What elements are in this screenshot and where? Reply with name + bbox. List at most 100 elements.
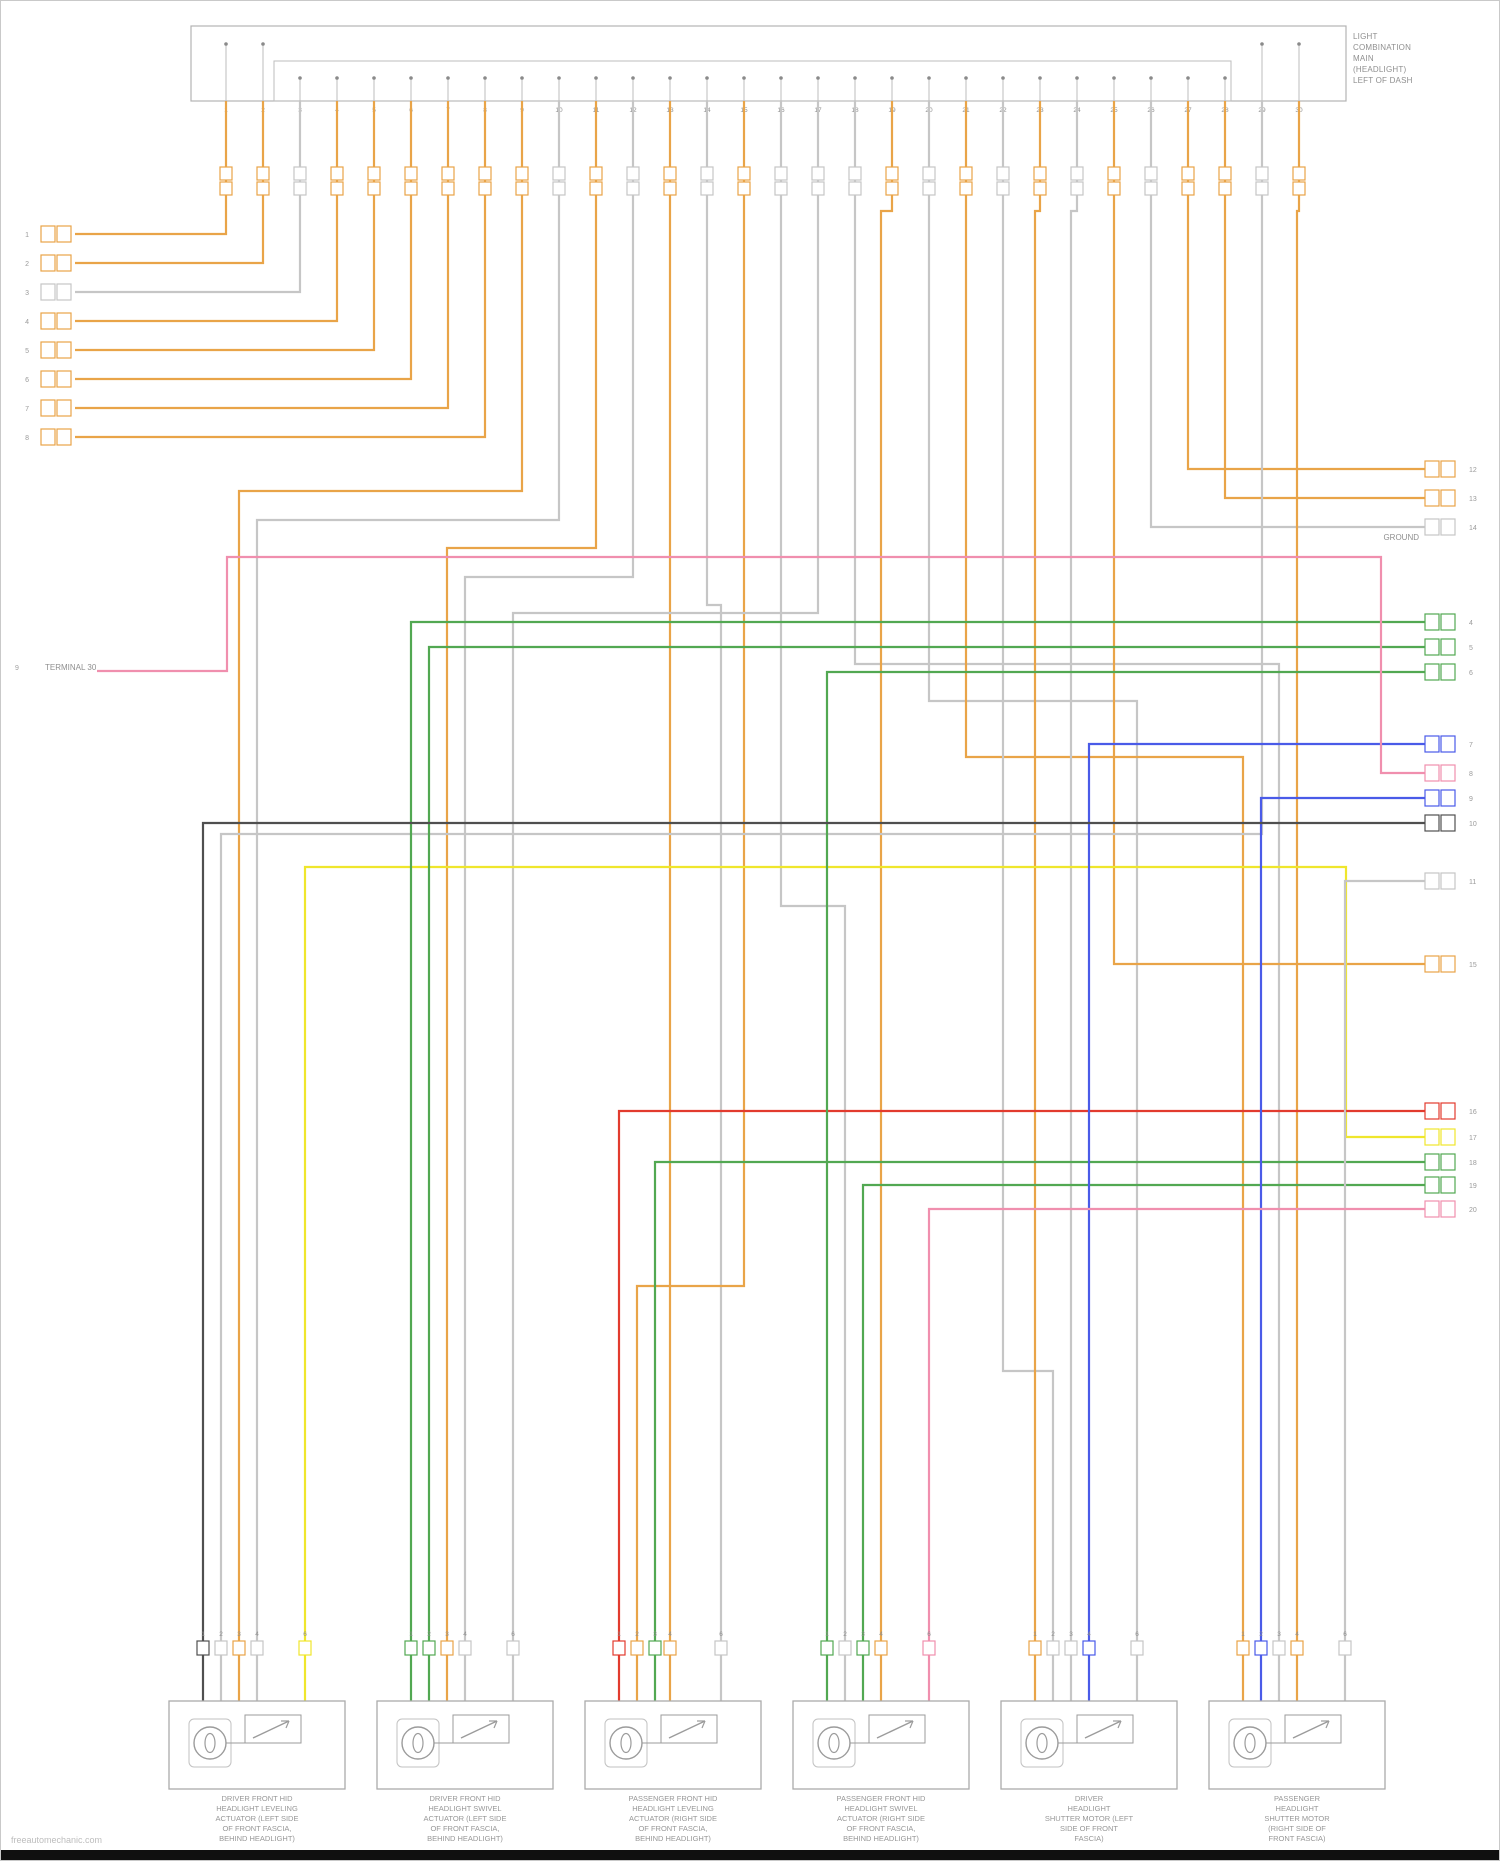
right-pin-connector xyxy=(1440,518,1456,536)
component-pin-connector xyxy=(1236,1640,1250,1656)
inline-connector xyxy=(1218,166,1232,181)
right-pin-number: 11 xyxy=(1469,879,1476,886)
inline-connector xyxy=(515,166,529,181)
inline-connector xyxy=(1144,181,1158,196)
component-pin-connector xyxy=(663,1640,677,1656)
top-pin-junction xyxy=(557,76,561,80)
component-pin-connector xyxy=(612,1640,626,1656)
inline-connector xyxy=(626,181,640,196)
component-pin-number: 3 xyxy=(445,1631,449,1638)
component-box xyxy=(376,1700,554,1790)
inline-connector xyxy=(737,181,751,196)
left-pin-connector xyxy=(40,312,56,330)
right-pin-connector xyxy=(1440,1200,1456,1218)
motor-rotor xyxy=(1036,1732,1048,1754)
wire-or xyxy=(75,101,228,236)
right-pin-number: 14 xyxy=(1469,525,1477,532)
inline-connector xyxy=(330,181,344,196)
inline-connector xyxy=(700,181,714,196)
inline-connector xyxy=(1181,181,1195,196)
right-pin-connector xyxy=(1440,735,1456,753)
bottom-black-bar xyxy=(1,1850,1499,1860)
component-caption-line: ACTUATOR (RIGHT SIDE xyxy=(837,1814,925,1823)
component-pin-number: 2 xyxy=(219,1631,223,1638)
component-caption-line: ACTUATOR (LEFT SIDE xyxy=(424,1814,507,1823)
inline-connector xyxy=(293,181,307,196)
right-pin-connector xyxy=(1424,518,1440,536)
top-pin-junction xyxy=(1149,76,1153,80)
right-pin-number: 20 xyxy=(1469,1207,1477,1214)
top-pin-junction xyxy=(224,42,228,46)
right-pin-number: 17 xyxy=(1469,1135,1477,1142)
right-pin-connector xyxy=(1424,1102,1440,1120)
drive-arrow xyxy=(1292,1720,1330,1739)
wire-gy xyxy=(853,101,1281,1701)
top-pin-junction xyxy=(1223,76,1227,80)
component-pin-connector xyxy=(820,1640,834,1656)
wire-gn xyxy=(861,1183,1425,1701)
drive-box xyxy=(1284,1714,1342,1744)
wire-or xyxy=(635,101,746,1701)
wire-or xyxy=(445,101,598,1701)
right-pin-connector xyxy=(1424,814,1440,832)
left-pin-number: 4 xyxy=(25,319,29,326)
drive-box xyxy=(452,1714,510,1744)
component-pin-connector xyxy=(404,1640,418,1656)
left-pin-connector xyxy=(40,370,56,388)
component-pin-number: 1 xyxy=(1241,1631,1245,1638)
drive-arrow xyxy=(252,1720,290,1739)
left-pin-connector xyxy=(56,225,72,243)
terminal-pin-number: 9 xyxy=(15,665,19,672)
wire-gn xyxy=(653,1160,1425,1701)
right-pin-connector xyxy=(1440,1176,1456,1194)
inline-connector xyxy=(663,181,677,196)
wire-gy xyxy=(705,101,723,1701)
component-pin-connector xyxy=(214,1640,228,1656)
inline-connector xyxy=(1070,181,1084,196)
component-pin-number: 3 xyxy=(861,1631,865,1638)
watermark-text: freeautomechanic.com xyxy=(11,1835,103,1845)
wire-or xyxy=(75,101,339,323)
inline-connector xyxy=(663,166,677,181)
component-caption-line: ACTUATOR (LEFT SIDE xyxy=(216,1814,299,1823)
component-caption-line: FRONT FASCIA) xyxy=(1269,1834,1326,1843)
component-caption-line: DRIVER FRONT HID xyxy=(221,1794,293,1803)
top-pin-junction xyxy=(631,76,635,80)
component-pin-number: 3 xyxy=(653,1631,657,1638)
wire-or xyxy=(75,101,450,410)
title-line-2: COMBINATION xyxy=(1353,43,1412,52)
wire-or xyxy=(75,101,265,265)
wire-gy xyxy=(255,101,561,1701)
inline-connector xyxy=(1144,166,1158,181)
top-pin-junction xyxy=(1038,76,1042,80)
component-caption-line: PASSENGER FRONT HID xyxy=(837,1794,926,1803)
top-pin-junction xyxy=(1260,42,1264,46)
component-pin-number: 4 xyxy=(463,1631,467,1638)
right-pin-connector xyxy=(1440,1102,1456,1120)
left-pin-connector xyxy=(40,283,56,301)
component-caption-line: BEHIND HEADLIGHT) xyxy=(635,1834,711,1843)
component-pin-number: 6 xyxy=(1343,1631,1347,1638)
inline-connector xyxy=(1107,181,1121,196)
right-pin-connector xyxy=(1424,663,1440,681)
component-caption-line: SIDE OF FRONT xyxy=(1060,1824,1118,1833)
component-pin-number: 4 xyxy=(1295,1631,1299,1638)
drive-arrow xyxy=(460,1720,498,1739)
wire-or xyxy=(1223,101,1425,500)
right-pin-connector xyxy=(1440,460,1456,478)
ground-label: GROUND xyxy=(1383,533,1419,542)
right-pin-number: 7 xyxy=(1469,742,1473,749)
component-box xyxy=(1208,1700,1386,1790)
wire-pk xyxy=(927,1207,1425,1701)
top-pin-junction xyxy=(298,76,302,80)
component-pin-connector xyxy=(1254,1640,1268,1656)
left-pin-number: 3 xyxy=(25,290,29,297)
component-pin-connector xyxy=(422,1640,436,1656)
wire-gn xyxy=(409,620,1425,1701)
motor-rotor xyxy=(412,1732,424,1754)
wire-gy xyxy=(1001,101,1055,1701)
top-pin-junction xyxy=(1075,76,1079,80)
right-pin-connector xyxy=(1440,955,1456,973)
component-caption-line: ACTUATOR (RIGHT SIDE xyxy=(629,1814,717,1823)
right-pin-connector xyxy=(1424,1200,1440,1218)
